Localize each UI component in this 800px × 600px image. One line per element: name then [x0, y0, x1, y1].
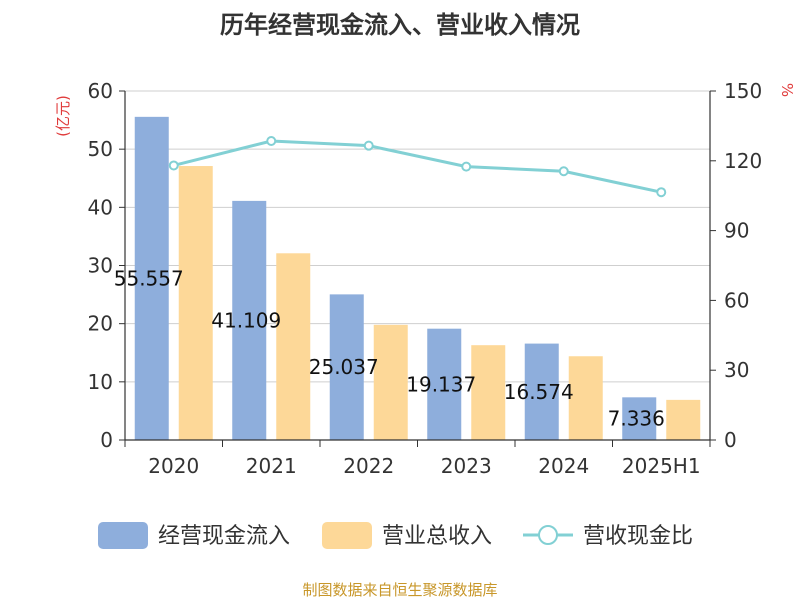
left-tick-label: 20	[88, 312, 113, 336]
source-note: 制图数据来自恒生聚源数据库	[302, 581, 497, 599]
x-tick-label: 2024	[538, 454, 589, 478]
legend: 经营现金流入 营业总收入 营收现金比	[98, 522, 693, 549]
ratio-point	[266, 136, 277, 147]
ratio-point	[363, 140, 374, 151]
legend-label: 经营现金流入	[158, 524, 290, 549]
right-tick-label: 30	[724, 358, 749, 382]
bar-revenue	[568, 356, 603, 440]
legend-swatch	[98, 522, 148, 549]
bars	[134, 116, 701, 441]
ratio-point	[168, 160, 179, 171]
left-tick-label: 10	[88, 370, 113, 394]
bar-data-label: 55.557	[114, 266, 184, 290]
left-tick-label: 0	[100, 428, 113, 452]
x-tick-label: 2023	[441, 454, 492, 478]
right-tick-label: 120	[724, 149, 762, 173]
line-series	[168, 136, 667, 198]
bar-revenue	[373, 324, 408, 440]
bar-data-label: 7.336	[608, 407, 665, 431]
left-tick-label: 40	[88, 195, 113, 219]
x-tick-label: 2022	[343, 454, 394, 478]
right-tick-label: 90	[724, 219, 749, 243]
bar-cash-inflow	[622, 397, 657, 440]
right-tick-label: 0	[724, 428, 737, 452]
ratio-point	[558, 166, 569, 177]
left-axis-unit: (亿元)	[54, 95, 72, 137]
bar-cash-inflow	[524, 343, 559, 440]
chart-title: 历年经营现金流入、营业收入情况	[220, 11, 580, 39]
legend-label: 营业总收入	[382, 524, 492, 549]
bar-cash-inflow	[427, 328, 462, 440]
bar-data-label: 16.574	[504, 380, 574, 404]
bar-cash-inflow	[329, 294, 364, 440]
x-tick-label: 2020	[148, 454, 199, 478]
bar-data-label: 25.037	[309, 355, 379, 379]
x-tick-label: 2021	[246, 454, 297, 478]
left-tick-label: 50	[88, 137, 113, 161]
right-tick-label: 60	[724, 288, 749, 312]
right-tick-label: 150	[724, 79, 762, 103]
left-tick-label: 60	[88, 79, 113, 103]
bar-data-label: 41.109	[211, 308, 281, 332]
x-tick-label: 2025H1	[622, 454, 701, 478]
bar-revenue	[471, 345, 506, 440]
axes: 0 10 20 30 40 50 60 0 30 60 90 120 150 2020 2021 2022 20…	[88, 79, 763, 478]
bar-revenue	[178, 166, 213, 440]
ratio-line	[173, 139, 662, 194]
left-tick-label: 30	[88, 254, 113, 278]
ratio-point	[656, 187, 667, 198]
bar-cash-inflow	[134, 116, 169, 441]
bar-revenue	[666, 399, 701, 440]
right-axis-unit: %	[778, 83, 796, 97]
ratio-point	[461, 161, 472, 172]
legend-swatch	[322, 522, 372, 549]
legend-swatch-marker	[538, 525, 558, 545]
legend-label: 营收现金比	[583, 524, 693, 549]
data-labels: 55.557 41.109 25.037 19.137 16.574 7.336	[114, 266, 665, 430]
bar-cash-inflow	[232, 200, 267, 440]
bar-revenue	[276, 253, 311, 440]
grid	[125, 90, 710, 383]
bar-data-label: 19.137	[406, 372, 476, 396]
